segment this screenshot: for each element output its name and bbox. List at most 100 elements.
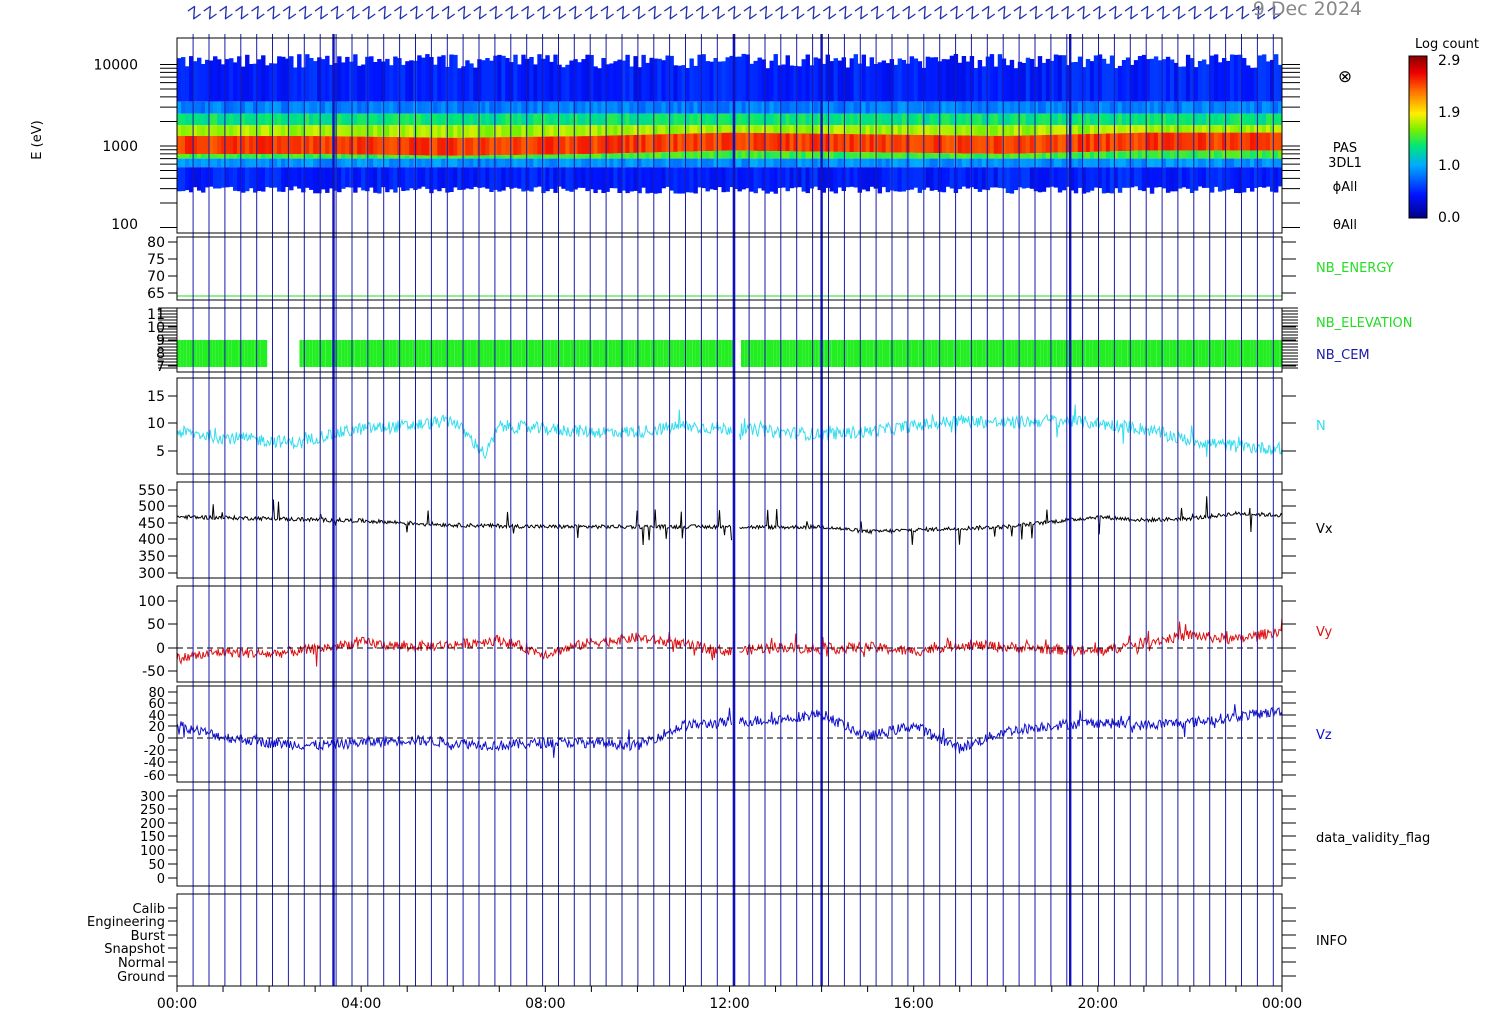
nb-elevation-label: NB_ELEVATION [1316,316,1413,331]
panel-frame [176,236,1283,301]
nb-elevation-bar [351,340,355,367]
nb-elevation-bar [699,340,703,367]
nb-elevation-bar [724,340,729,367]
nb-elevation-bar [264,340,268,367]
nb-elevation-bar [312,340,316,367]
nb-elevation-bar [1256,340,1260,367]
colorbar-swatch [1409,136,1427,139]
colorbar-swatch [1409,100,1427,103]
colorbar-swatch [1409,56,1427,59]
nb-elevation-bar [231,340,235,367]
nb-elevation-bar [247,340,252,367]
nb-elevation-bar [1153,340,1157,367]
nb-elevation-bar [1131,340,1135,367]
y-tick-label: 400 [138,532,165,548]
colorbar-swatch [1409,188,1427,191]
nb-elevation-bar [956,340,961,367]
nb-elevation-bar [741,340,745,367]
nb-elevation-bar [421,340,426,367]
density-line [176,409,732,460]
nb-elevation-bar [438,340,442,367]
colorbar-swatch [1409,88,1427,91]
colorbar-swatch [1409,162,1427,165]
nb-elevation-bar [457,340,461,367]
nb-elevation-bar [1095,340,1099,367]
x-tick-label: 08:00 [525,996,565,1012]
nb-elevation-bar [802,340,806,367]
nb-elevation-bar [325,340,329,367]
nb-elevation-bar [299,340,303,367]
nb-elevation-bar [418,340,422,367]
nb-elevation-bar [360,340,364,367]
nb-elevation-bar [857,340,861,367]
nb-elevation-bar [1134,340,1138,367]
nb-elevation-bar [602,340,606,367]
colorbar-swatch [1409,198,1427,201]
colorbar-swatch [1409,90,1427,93]
y-tick-label: Calib [132,902,165,917]
nb-elevation-bar [895,340,899,367]
colorbar-swatch [1409,174,1427,177]
nb-elevation-bar [908,340,912,367]
nb-elevation-bar [886,340,890,367]
y-tick-label: 0 [156,641,165,657]
nb-elevation-bar [1082,340,1086,367]
nb-elevation-bar [1047,340,1051,367]
nb-elevation-bar [1182,340,1186,367]
nb-elevation-bar [531,340,535,367]
nb-elevation-bar [666,340,671,367]
y-tick-label: 150 [140,830,165,845]
y-tick-label: 7 [156,359,165,375]
colorbar-swatch [1409,80,1427,83]
nb-elevation-bar [663,340,667,367]
nb-elevation-bar [605,340,609,367]
colorbar-swatch [1409,116,1427,119]
nb-elevation-bar [1111,340,1115,367]
colorbar-swatch [1409,168,1427,171]
nb-elevation-bar [1008,340,1012,367]
y-tick-label: Ground [117,970,165,985]
colorbar-tick-label: 2.9 [1438,53,1460,69]
y-tick-label: 65 [147,286,165,302]
nb-elevation-bar [554,340,558,367]
nb-elevation-bar [892,340,896,367]
nb-elevation-bar [1266,340,1270,367]
nb-elevation-bar [431,340,435,367]
nb-elevation-bar [882,340,886,367]
nb-elevation-bar [505,340,509,367]
nb-elevation-bar [1044,340,1048,367]
nb-elevation-bar [518,340,522,367]
panel-frame [176,685,1283,783]
nb-elevation-bar [789,340,793,367]
nb-elevation-bar [222,340,226,367]
nb-elevation-bar [1105,340,1109,367]
nb-elevation-bar [483,340,487,367]
colorbar-swatch [1409,180,1427,183]
nb-elevation-bar [1018,340,1022,367]
nb-elevation-bar [960,340,964,367]
nb-elevation-bar [512,340,516,367]
nb-elevation-bar [202,340,206,367]
nb-elevation-bar [583,340,587,367]
nb-elevation-bar [1179,340,1183,367]
nb-elevation-bar [792,340,796,367]
colorbar-frame [1408,55,1428,219]
nb-elevation-bar [608,340,613,367]
nb-elevation-bar [973,340,977,367]
nb-elevation-bar [670,340,674,367]
nb-elevation-bar [370,340,374,367]
nb-elevation-bar [937,340,941,367]
nb-elevation-bar [396,340,400,367]
nb-elevation-bar [760,340,764,367]
nb-elevation-bar [538,340,542,367]
y-tick-label: Engineering [87,915,165,930]
nb-elevation-bar [1156,340,1160,367]
nb-elevation-bar [1147,340,1151,367]
nb-elevation-bar [934,340,938,367]
colorbar: Log count 2.9 1.9 1.0 0.0 [1408,37,1479,226]
nb-elevation-bar [911,340,915,367]
y-tick-label: 50 [148,858,165,873]
nb-elevation-bar [257,340,261,367]
nb-elevation-bar [405,340,409,367]
nb-elevation-bar [821,340,825,367]
